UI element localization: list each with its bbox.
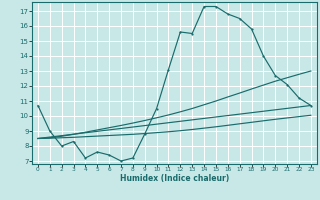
X-axis label: Humidex (Indice chaleur): Humidex (Indice chaleur) bbox=[120, 174, 229, 183]
